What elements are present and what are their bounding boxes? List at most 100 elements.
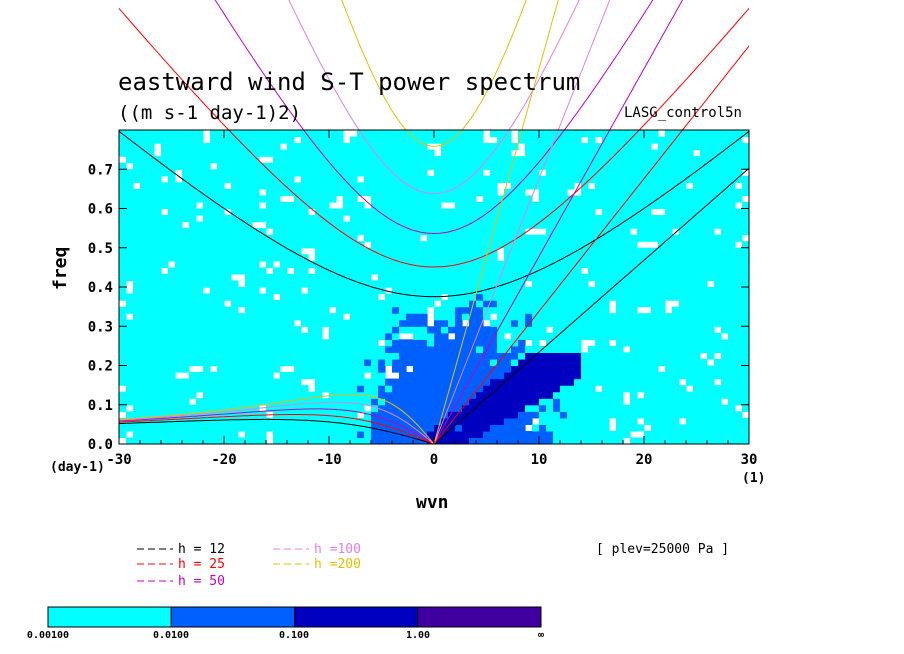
power-cell [476, 319, 484, 327]
power-cell [735, 398, 743, 406]
power-cell [343, 378, 351, 386]
power-cell [651, 326, 659, 334]
power-cell [630, 267, 638, 275]
power-cell [133, 208, 141, 216]
power-cell [700, 162, 708, 170]
power-cell [630, 162, 638, 170]
power-cell [441, 332, 449, 340]
power-cell [742, 149, 749, 157]
power-cell [665, 149, 673, 157]
power-cell [266, 247, 274, 255]
power-cell [287, 156, 295, 164]
power-cell [469, 195, 477, 203]
power-cell [560, 345, 568, 354]
power-cell [651, 267, 659, 275]
power-cell [420, 332, 428, 340]
power-cell [119, 130, 127, 138]
power-cell [588, 136, 596, 144]
rossby-curve-4 [119, 393, 435, 444]
power-cell [476, 162, 484, 170]
power-cell [126, 273, 134, 282]
power-cell [672, 136, 680, 144]
power-cell [308, 130, 316, 138]
power-cell [322, 293, 330, 301]
power-cell [210, 234, 218, 242]
power-cell [399, 424, 407, 432]
power-cell [147, 365, 155, 373]
power-cell [651, 188, 659, 197]
power-cell [679, 332, 687, 340]
power-cell [609, 182, 617, 190]
power-cell [686, 398, 694, 406]
power-cell [728, 417, 736, 425]
power-cell [637, 300, 645, 308]
power-cell [735, 208, 743, 216]
power-cell [329, 365, 337, 373]
power-cell [714, 247, 722, 255]
power-cell [329, 182, 337, 190]
power-cell [455, 175, 463, 183]
power-cell [728, 345, 736, 354]
power-cell [413, 437, 421, 444]
power-cell [511, 332, 519, 340]
power-cell [511, 260, 519, 268]
power-cell [511, 430, 519, 439]
power-cell [476, 280, 484, 288]
power-cell [672, 143, 680, 151]
power-cell [518, 398, 526, 406]
power-cell [525, 247, 533, 255]
power-cell [301, 195, 309, 203]
power-cell [735, 332, 743, 340]
power-cell [371, 398, 379, 406]
power-cell [658, 404, 666, 412]
x-tick-label: 20 [636, 452, 653, 468]
power-cell [532, 424, 540, 432]
power-cell [693, 430, 701, 439]
power-cell [595, 188, 603, 197]
power-cell [280, 273, 288, 282]
power-cell [532, 254, 540, 262]
power-cell [259, 385, 267, 393]
power-cell [399, 430, 407, 439]
power-cell [329, 345, 337, 354]
power-cell [420, 319, 428, 327]
power-cell [266, 313, 274, 321]
power-cell [224, 398, 232, 406]
power-cell [259, 319, 267, 327]
power-cell [686, 188, 694, 197]
power-cell [427, 411, 435, 419]
power-cell [546, 162, 554, 170]
power-cell [133, 228, 141, 236]
power-cell [161, 365, 169, 373]
power-cell [126, 208, 134, 216]
power-cell [714, 169, 722, 177]
power-cell [721, 182, 729, 190]
power-cell [553, 215, 561, 223]
power-cell [140, 188, 148, 197]
power-cell [476, 228, 484, 236]
power-cell [721, 280, 729, 288]
power-cell [700, 424, 708, 432]
power-cell [168, 300, 176, 308]
power-cell [567, 319, 575, 327]
power-cell [532, 247, 540, 255]
power-cell [399, 411, 407, 419]
power-cell [147, 280, 155, 288]
power-cell [574, 398, 582, 406]
power-cell [336, 365, 344, 373]
power-cell [567, 430, 575, 439]
power-cell [259, 273, 267, 282]
power-cell [350, 201, 358, 210]
power-cell [238, 162, 246, 170]
power-cell [357, 365, 365, 373]
power-cell [378, 358, 386, 367]
power-cell [721, 228, 729, 236]
power-cell [574, 175, 582, 183]
power-cell [616, 365, 624, 373]
power-cell [126, 260, 134, 268]
power-cell [693, 208, 701, 216]
power-cell [651, 182, 659, 190]
power-cell [518, 182, 526, 190]
power-cell [490, 287, 498, 295]
power-cell [525, 260, 533, 268]
